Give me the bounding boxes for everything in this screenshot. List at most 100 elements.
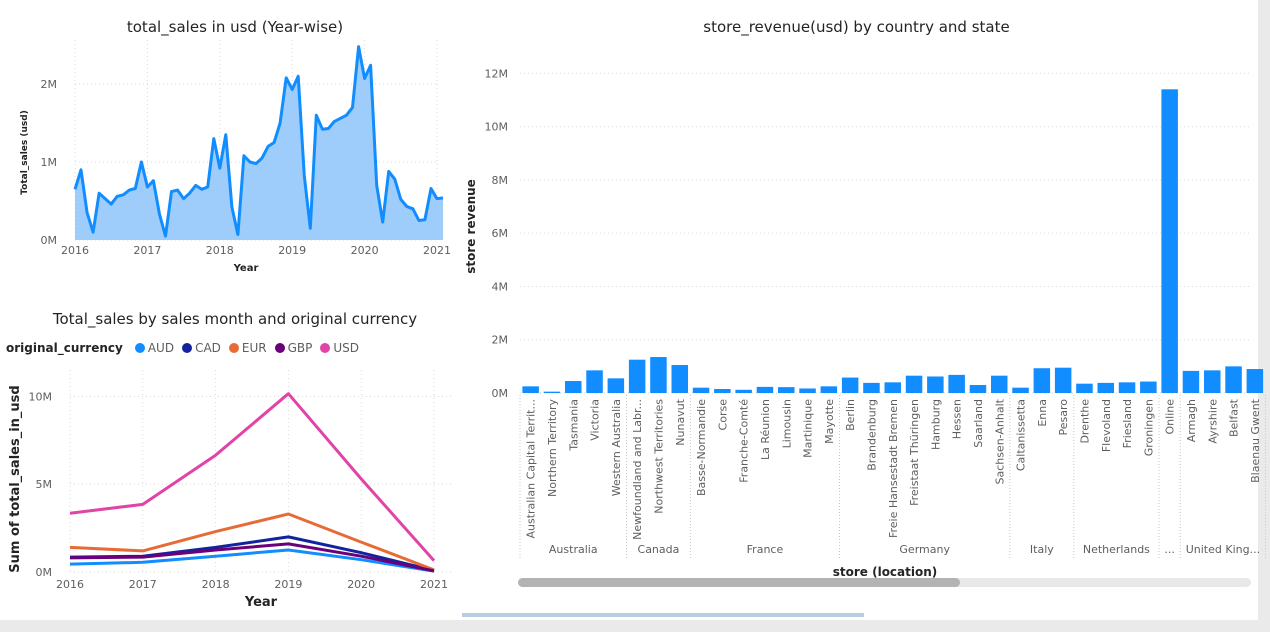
bar-group-label-2: France bbox=[747, 543, 784, 556]
legend-label-usd: USD bbox=[333, 341, 360, 355]
bar-category-label-21: Saarland bbox=[972, 399, 985, 448]
bar-category-label-11: La Réunion bbox=[759, 399, 772, 460]
area-xtick-2017: 2017 bbox=[133, 244, 161, 257]
bar-ytick-3: 6M bbox=[492, 227, 509, 240]
bar-5 bbox=[628, 359, 646, 393]
area-chart-visual[interactable]: total_sales in usd (Year-wise) 2016 2017 2… bbox=[0, 0, 455, 295]
bar-category-label-5: Newfoundland and Labr... bbox=[631, 399, 644, 540]
legend-item-cad[interactable]: CAD bbox=[182, 341, 221, 355]
bar-0 bbox=[522, 386, 539, 393]
bar-category-label-31: Armagh bbox=[1185, 399, 1198, 442]
legend-dot-aud bbox=[134, 343, 145, 353]
bar-chart-title: store_revenue(usd) by country and state bbox=[703, 18, 1010, 36]
bar-7 bbox=[671, 365, 688, 393]
bar-category-label-16: Brandenburg bbox=[865, 399, 878, 471]
bar-group-label-3: Germany bbox=[899, 543, 950, 556]
bar-20 bbox=[948, 374, 965, 393]
area-x-axis-title: Year bbox=[233, 263, 259, 274]
bar-category-label-1: Northern Territory bbox=[546, 399, 559, 497]
bar-category-label-25: Pesaro bbox=[1057, 399, 1070, 436]
line-ytick-2: 10M bbox=[29, 390, 53, 403]
bar-category-label-17: Freie Hansestadt Bremen bbox=[887, 399, 900, 538]
bar-ytick-4: 8M bbox=[492, 174, 509, 187]
legend-item-aud[interactable]: AUD bbox=[134, 341, 174, 355]
line-xtick-2020: 2020 bbox=[347, 578, 375, 591]
line-series-aud bbox=[69, 548, 435, 573]
bar-6 bbox=[650, 357, 667, 393]
bar-ytick-2: 4M bbox=[492, 280, 509, 293]
legend-item-usd[interactable]: USD bbox=[320, 341, 359, 355]
bar-18 bbox=[905, 375, 923, 393]
bar-category-label-4: Western Australia bbox=[610, 399, 623, 496]
bar-category-label-13: Martinique bbox=[802, 399, 815, 458]
bar-category-label-29: Groningen bbox=[1142, 399, 1155, 456]
canvas-gap-bottom bbox=[0, 620, 1270, 632]
line-xtick-2017: 2017 bbox=[129, 578, 157, 591]
bar-category-label-10: Franche-Comté bbox=[738, 399, 751, 483]
bar-category-label-27: Flevoland bbox=[1100, 399, 1113, 452]
bar-19 bbox=[927, 376, 944, 393]
bar-12 bbox=[778, 387, 795, 393]
bar-group-label-0: Australia bbox=[549, 543, 598, 556]
area-line bbox=[73, 45, 444, 238]
line-chart-visual[interactable]: Total_sales by sales month and original … bbox=[0, 300, 455, 620]
bar-category-label-32: Ayrshire bbox=[1206, 399, 1219, 444]
area-xtick-2018: 2018 bbox=[206, 244, 234, 257]
area-xtick-2019: 2019 bbox=[278, 244, 306, 257]
line-xtick-2019: 2019 bbox=[274, 578, 302, 591]
bar-group-label-6: ... bbox=[1164, 543, 1175, 556]
legend-dot-cad bbox=[182, 343, 193, 353]
bar-1 bbox=[543, 391, 561, 393]
bar-23 bbox=[1012, 387, 1029, 393]
legend-item-gbp[interactable]: GBP bbox=[274, 341, 312, 355]
bar-10 bbox=[735, 389, 752, 393]
bar-ytick-0: 0M bbox=[492, 387, 509, 400]
bar-14 bbox=[820, 386, 838, 393]
bar-category-label-22: Sachsen-Anhalt bbox=[993, 398, 1006, 484]
area-y-axis-title: Total_sales (usd) bbox=[20, 110, 30, 195]
line-chart-title: Total_sales by sales month and original … bbox=[52, 310, 418, 328]
bar-11 bbox=[756, 386, 774, 393]
bar-category-label-14: Mayotte bbox=[823, 399, 836, 444]
bar-21 bbox=[969, 385, 987, 393]
area-ytick-1: 1M bbox=[41, 156, 58, 169]
bar-25 bbox=[1054, 367, 1072, 393]
bar-ytick-1: 2M bbox=[492, 334, 509, 347]
area-chart-title: total_sales in usd (Year-wise) bbox=[126, 18, 344, 36]
bar-ytick-5: 10M bbox=[485, 121, 509, 134]
bar-26 bbox=[1076, 383, 1093, 393]
bar-2 bbox=[565, 381, 582, 393]
line-y-axis-title: Sum of total_sales_in_usd bbox=[8, 385, 23, 572]
bar-category-label-26: Drenthe bbox=[1078, 399, 1091, 444]
area-fill bbox=[75, 46, 444, 240]
bar-category-label-0: Australian Capital Territ... bbox=[525, 399, 538, 539]
line-xtick-2018: 2018 bbox=[202, 578, 230, 591]
line-series-usd bbox=[69, 392, 436, 562]
bar-category-label-23: Caltanissetta bbox=[1015, 399, 1028, 471]
bar-chart-scrollbar-thumb[interactable] bbox=[518, 578, 960, 587]
line-x-axis-title: Year bbox=[244, 595, 278, 610]
bar-15 bbox=[841, 377, 859, 393]
bar-category-label-18: Freistaat Thüringen bbox=[908, 399, 921, 506]
legend-item-eur[interactable]: EUR bbox=[228, 341, 267, 355]
bar-29 bbox=[1140, 381, 1157, 393]
line-series-gbp bbox=[69, 542, 435, 573]
bar-category-label-24: Enna bbox=[1036, 399, 1049, 427]
legend-dot-gbp bbox=[274, 343, 285, 353]
bar-category-label-9: Corse bbox=[716, 399, 729, 431]
bar-category-label-33: Belfast bbox=[1228, 398, 1241, 437]
bar-chart-visual[interactable]: store_revenue(usd) by country and state … bbox=[460, 0, 1266, 620]
bar-22 bbox=[991, 375, 1008, 393]
bar-31 bbox=[1182, 370, 1200, 393]
bar-30 bbox=[1161, 89, 1178, 393]
bar-ytick-6: 12M bbox=[485, 67, 509, 80]
bar-group-label-5: Netherlands bbox=[1083, 543, 1150, 556]
bar-13 bbox=[799, 388, 816, 393]
bar-33 bbox=[1225, 366, 1242, 393]
line-ytick-1: 5M bbox=[36, 478, 53, 491]
bar-chart-plot: 0M 2M 4M 6M 8M 10M 12M Australian Capital Terri… bbox=[464, 67, 1266, 579]
bar-category-label-20: Hessen bbox=[951, 399, 964, 439]
bar-3 bbox=[586, 370, 603, 393]
bar-category-label-2: Tasmania bbox=[567, 399, 580, 452]
area-ytick-0: 0M bbox=[41, 234, 58, 247]
